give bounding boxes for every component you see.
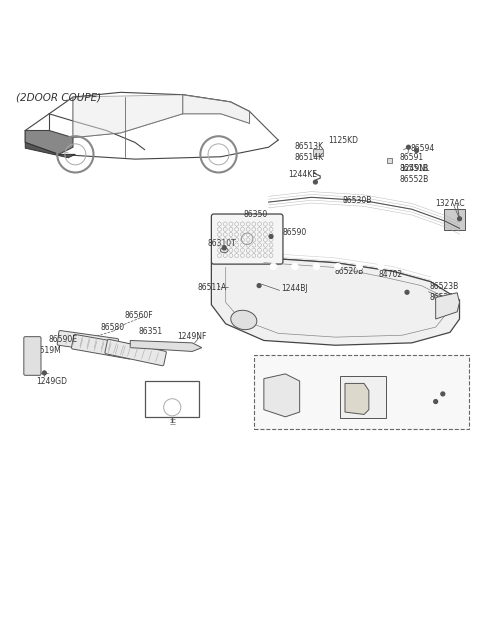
Polygon shape	[345, 383, 369, 415]
Bar	[144, 381, 199, 417]
FancyBboxPatch shape	[386, 158, 392, 163]
Circle shape	[434, 399, 438, 403]
FancyBboxPatch shape	[24, 337, 41, 375]
Text: 1249ND: 1249ND	[148, 387, 179, 396]
Circle shape	[407, 145, 410, 149]
Text: 1244KE: 1244KE	[288, 170, 318, 179]
Text: 86560F: 86560F	[124, 311, 153, 320]
Text: 86513K
86514K: 86513K 86514K	[295, 142, 324, 162]
Text: 18647: 18647	[419, 408, 443, 417]
Circle shape	[335, 263, 341, 270]
FancyBboxPatch shape	[105, 339, 167, 366]
Circle shape	[415, 149, 419, 152]
Text: 86580: 86580	[101, 323, 125, 332]
Text: (2DOOR COUPE): (2DOOR COUPE)	[16, 93, 101, 102]
Text: 1249GD: 1249GD	[36, 378, 67, 387]
Text: 1244BJ: 1244BJ	[281, 285, 308, 293]
FancyBboxPatch shape	[72, 334, 133, 359]
Circle shape	[291, 263, 298, 270]
Polygon shape	[183, 94, 250, 123]
Text: 1125KD: 1125KD	[328, 137, 358, 145]
Text: 86523H
86524H: 86523H 86524H	[259, 392, 289, 412]
Text: 86520B: 86520B	[335, 267, 364, 276]
Text: 86511A: 86511A	[197, 283, 226, 292]
Text: 1249NF: 1249NF	[177, 332, 206, 341]
Circle shape	[313, 180, 317, 184]
Text: 86594: 86594	[411, 144, 435, 152]
Circle shape	[313, 263, 320, 270]
Circle shape	[222, 246, 226, 250]
Text: 86523B
86524C: 86523B 86524C	[430, 282, 459, 302]
Polygon shape	[264, 374, 300, 417]
FancyBboxPatch shape	[444, 209, 465, 230]
Text: 86519M: 86519M	[31, 346, 62, 355]
Circle shape	[441, 392, 445, 396]
Text: (W/FOG LAMP): (W/FOG LAMP)	[262, 359, 317, 367]
Polygon shape	[25, 142, 75, 158]
Text: 91214B: 91214B	[343, 359, 372, 367]
Polygon shape	[73, 94, 183, 138]
Text: 86350: 86350	[244, 211, 268, 219]
Bar	[340, 376, 385, 418]
FancyBboxPatch shape	[254, 355, 469, 429]
Text: 84702: 84702	[378, 270, 403, 279]
Text: 86590E: 86590E	[48, 335, 77, 344]
Polygon shape	[211, 258, 459, 345]
Circle shape	[257, 284, 261, 288]
Circle shape	[457, 217, 461, 221]
Text: 86530B: 86530B	[343, 196, 372, 205]
Text: 92202
92201: 92202 92201	[376, 356, 400, 376]
Polygon shape	[436, 293, 459, 319]
Circle shape	[356, 263, 363, 270]
Text: 86551B
86552B: 86551B 86552B	[400, 165, 429, 184]
Circle shape	[269, 235, 273, 239]
FancyBboxPatch shape	[313, 149, 323, 156]
Text: 86351: 86351	[139, 327, 163, 336]
Text: 86310T: 86310T	[207, 239, 236, 248]
Circle shape	[270, 263, 277, 270]
Polygon shape	[25, 131, 73, 154]
Circle shape	[377, 263, 384, 270]
Circle shape	[42, 371, 46, 375]
Text: 86590: 86590	[283, 228, 307, 237]
Text: 86591
1249NL: 86591 1249NL	[400, 153, 429, 173]
Ellipse shape	[231, 310, 257, 330]
Polygon shape	[130, 341, 202, 352]
Ellipse shape	[220, 248, 228, 253]
FancyBboxPatch shape	[57, 330, 119, 353]
FancyBboxPatch shape	[211, 214, 283, 264]
Circle shape	[405, 290, 409, 294]
Text: 1327AC: 1327AC	[435, 199, 464, 208]
